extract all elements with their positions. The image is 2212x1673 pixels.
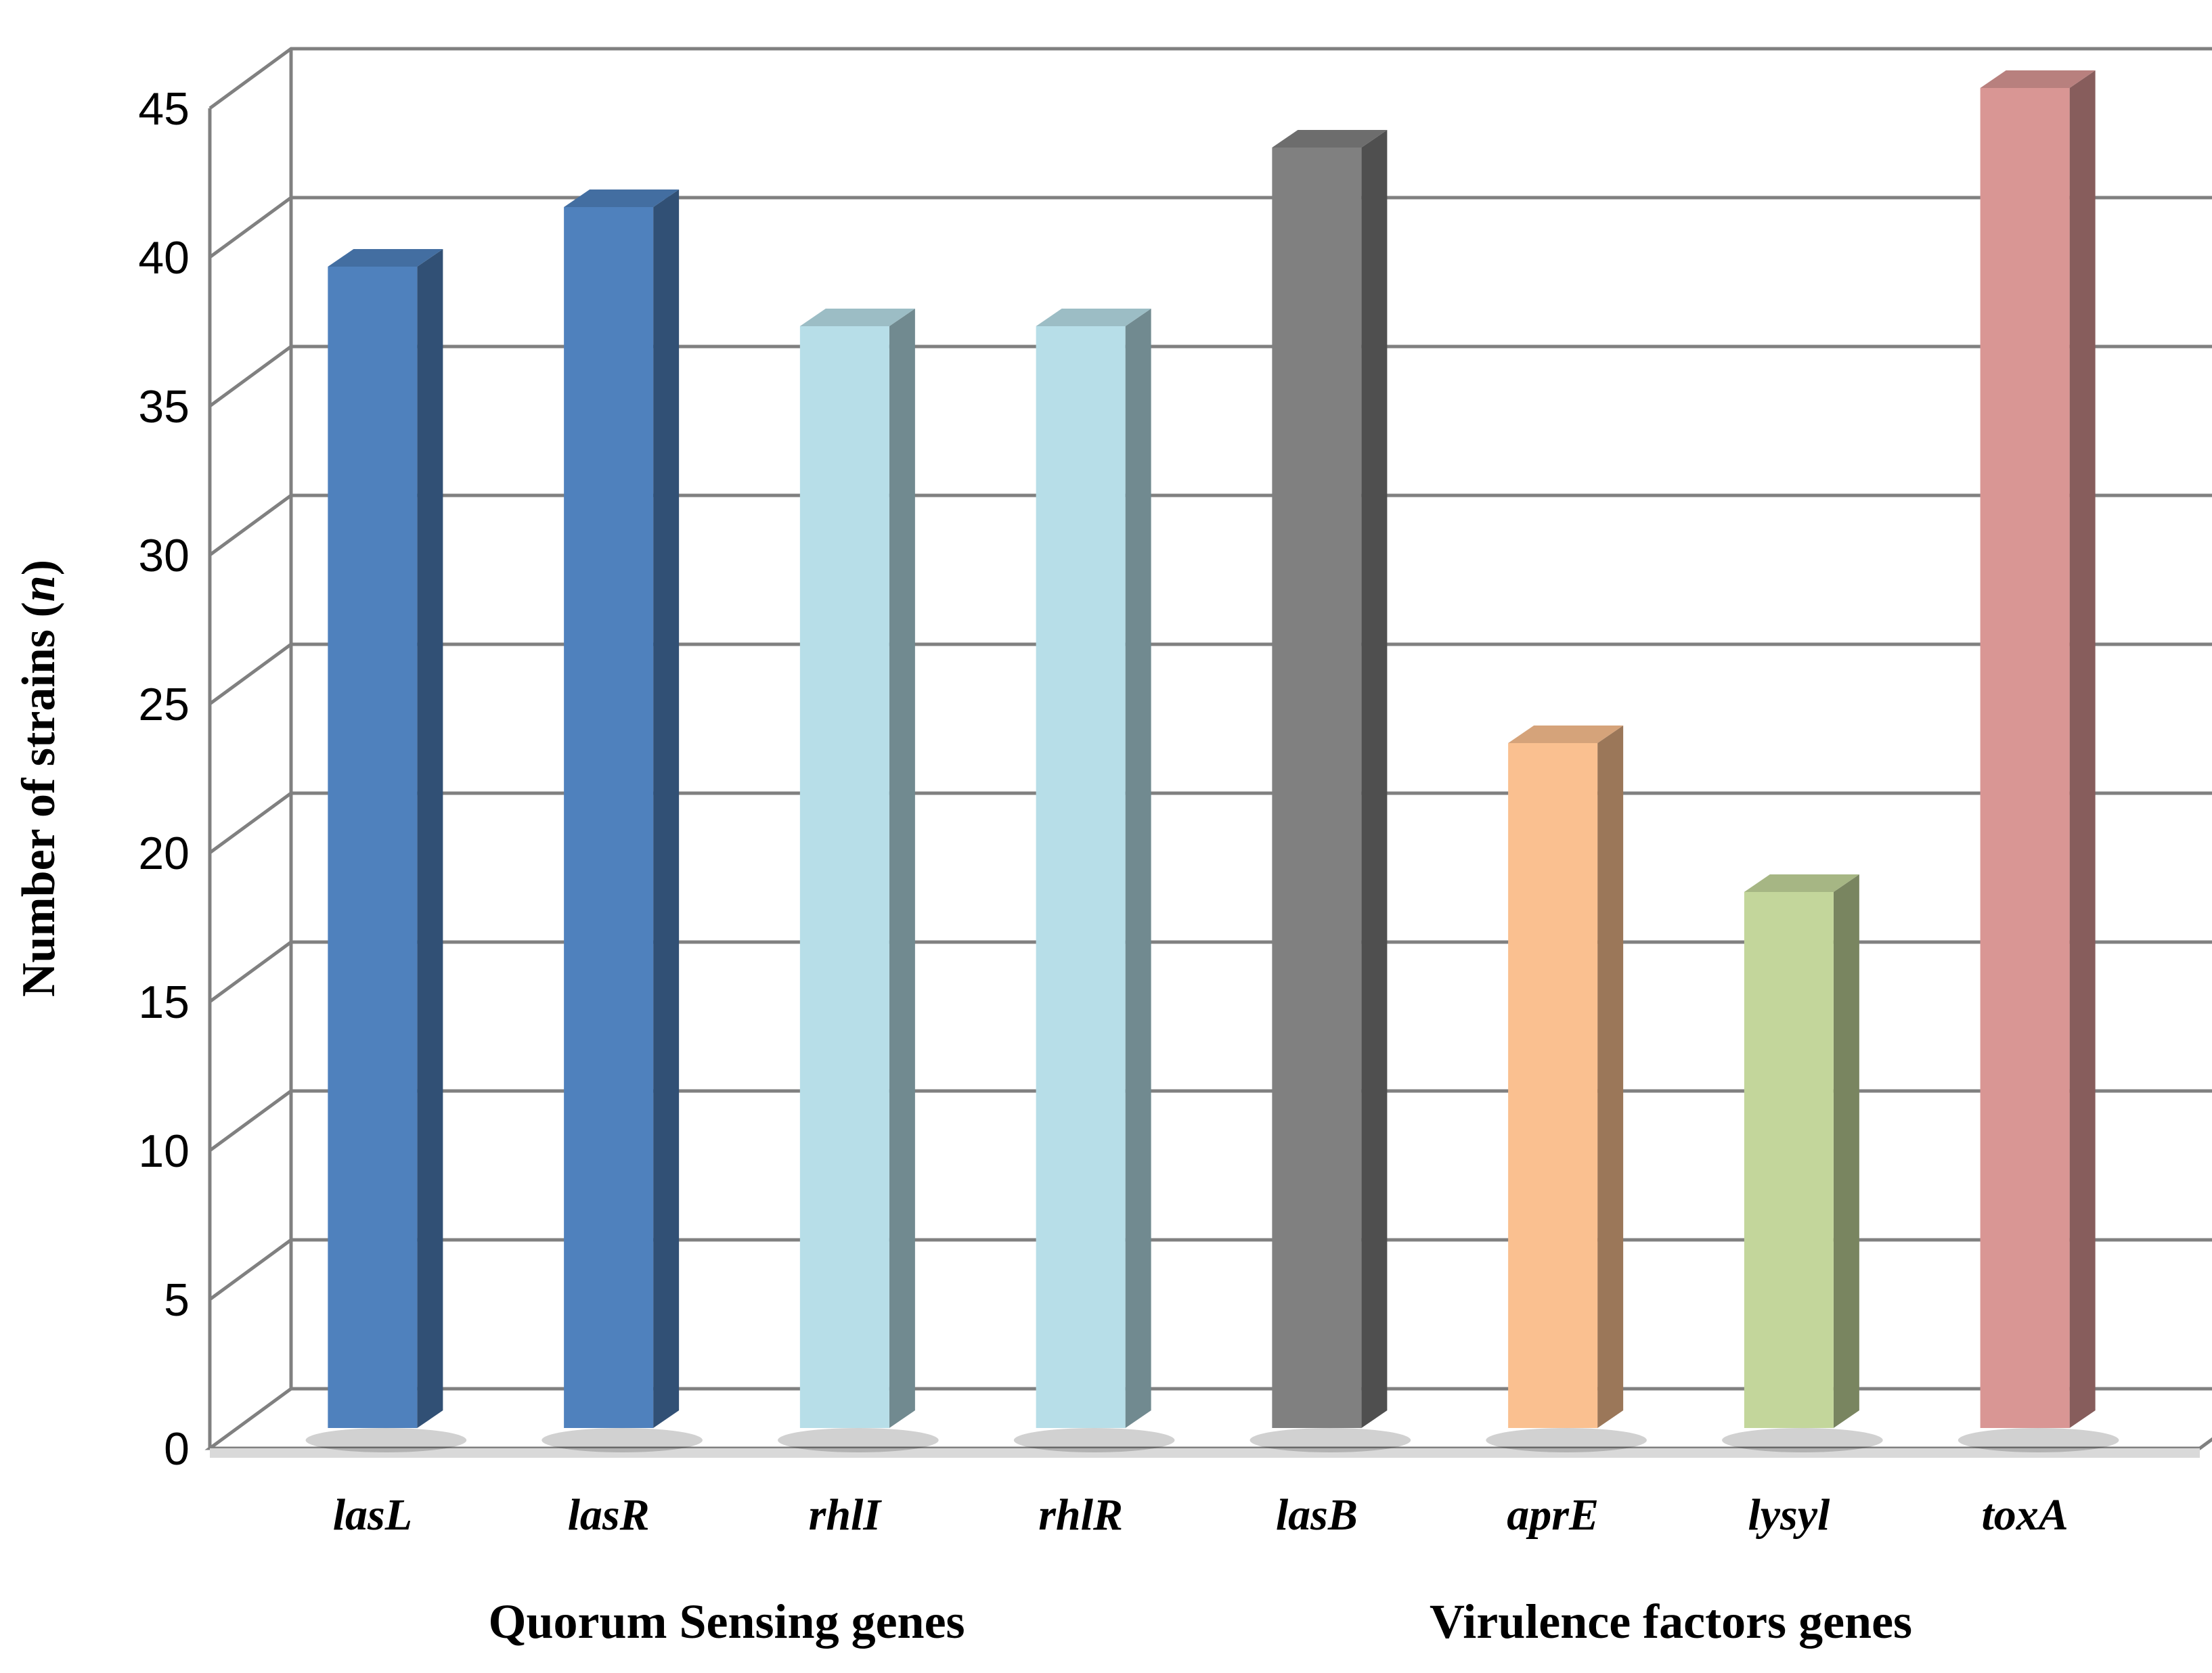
y-tick-label-40: 40 (138, 232, 190, 284)
gridline-30 (208, 493, 2212, 557)
bar-side-lasr (653, 189, 680, 1428)
bar-front-apre (1508, 743, 1598, 1428)
bar-rhli (778, 309, 939, 1452)
bar-front-toxa (1980, 88, 2070, 1428)
labels: 0 5 10 15 20 25 30 35 40 45 lasL lasR rhlI rhlR lasB ap… (138, 83, 2068, 1649)
bar-shadow-lysyl (1722, 1428, 1883, 1452)
group-label-quorum-sensing-genes: Quorum Sensing genes (488, 1594, 965, 1649)
bar-top-lasb (1272, 130, 1388, 148)
y-axis-title-main: Number of strains ( (13, 602, 65, 997)
group-label-virulence-factors-genes: Virulence factors genes (1430, 1594, 1912, 1649)
bar-front-lasl (328, 267, 418, 1428)
bar-top-rhli (799, 309, 915, 326)
bar-lasr (541, 189, 703, 1452)
bar-top-lasl (328, 249, 443, 267)
gridline-5 (208, 1238, 2212, 1301)
bar-front-lysyl (1744, 892, 1834, 1428)
bar-lysyl (1722, 874, 1883, 1452)
bar-shadow-lasr (541, 1428, 703, 1452)
bar-front-lasb (1272, 148, 1362, 1428)
y-axis-title-suffix: ) (13, 560, 65, 575)
bars (305, 70, 2119, 1452)
gridline-20 (208, 791, 2212, 855)
bar-side-lysyl (1833, 874, 1859, 1428)
bar-side-rhlr (1125, 309, 1151, 1428)
bar-top-toxa (1980, 70, 2096, 88)
x-tick-label-lasb: lasB (1276, 1490, 1358, 1540)
y-tick-label-0: 0 (164, 1423, 190, 1475)
bar-side-lasl (417, 249, 443, 1428)
gridline-15 (208, 940, 2212, 1004)
bar-front-lasr (564, 207, 654, 1428)
y-axis-title: Number of strains (n) (13, 560, 65, 997)
bar-shadow-rhlr (1013, 1428, 1175, 1452)
x-tick-label-rhli: rhlI (809, 1490, 883, 1540)
bar-shadow-rhli (778, 1428, 939, 1452)
y-tick-label-20: 20 (138, 828, 190, 879)
gridlines (208, 47, 2212, 1301)
bar-side-lasb (1361, 130, 1388, 1428)
x-tick-label-lysyl: lysyl (1748, 1490, 1830, 1540)
gridline-25 (208, 642, 2212, 706)
gridline-10 (208, 1089, 2212, 1153)
bar-front-rhlr (1036, 326, 1126, 1428)
bar-top-rhlr (1036, 309, 1151, 326)
y-tick-label-35: 35 (138, 381, 190, 432)
bar-shadow-lasl (305, 1428, 467, 1452)
y-axis-title-unit: n (13, 575, 65, 602)
gridline-45 (208, 47, 2212, 110)
bar-lasl (305, 249, 467, 1452)
bar-shadow-lasb (1249, 1428, 1411, 1452)
y-tick-label-15: 15 (138, 977, 190, 1028)
bar-front-rhli (799, 326, 889, 1428)
x-tick-label-apre: aprE (1507, 1490, 1599, 1540)
x-tick-label-toxa: toxA (1981, 1490, 2068, 1540)
bar-top-lasr (564, 189, 680, 207)
bar-side-apre (1597, 726, 1624, 1428)
gridline-40 (208, 196, 2212, 259)
chart-floor (204, 1387, 2212, 1450)
bar-toxa (1957, 70, 2119, 1452)
bar-rhlr (1013, 309, 1175, 1452)
y-tick-label-45: 45 (138, 83, 190, 135)
x-tick-label-lasl: lasL (333, 1490, 412, 1540)
y-tick-label-10: 10 (138, 1125, 190, 1177)
bar-side-rhli (889, 309, 915, 1428)
axes (204, 49, 2212, 1458)
x-tick-label-lasr: lasR (568, 1490, 650, 1540)
bar-lasb (1249, 130, 1411, 1452)
bar-top-apre (1508, 726, 1624, 743)
bar-shadow-toxa (1957, 1428, 2119, 1452)
y-tick-label-25: 25 (138, 679, 190, 730)
bar-side-toxa (2069, 70, 2096, 1428)
bar-top-lysyl (1744, 874, 1859, 892)
bar-apre (1486, 726, 1647, 1452)
y-tick-label-30: 30 (138, 530, 190, 581)
floor-front-edge (210, 1448, 2200, 1458)
y-tick-label-5: 5 (164, 1274, 190, 1326)
x-tick-label-rhlr: rhlR (1038, 1490, 1123, 1540)
bar-shadow-apre (1486, 1428, 1647, 1452)
gridline-35 (208, 344, 2212, 408)
